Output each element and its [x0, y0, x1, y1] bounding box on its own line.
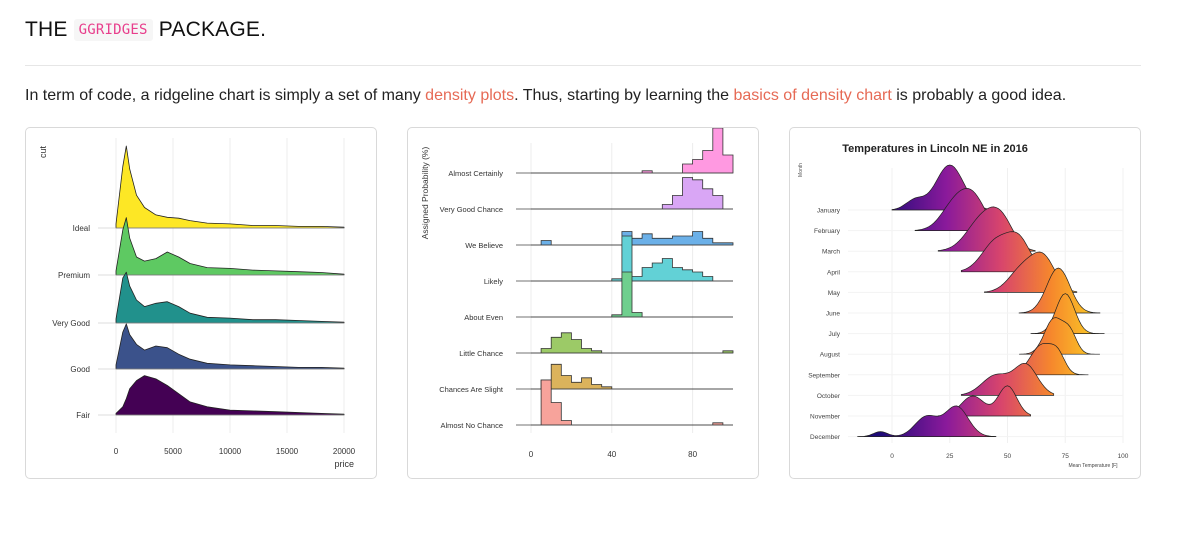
chart-card-diamonds[interactable]: Ideal Premium Very Good Good Fair 0 5000 10000 1… [25, 127, 377, 479]
y-tick-label-january: January [817, 208, 841, 215]
ridge-october [960, 362, 1055, 396]
y-tick-label-march: March [822, 249, 840, 256]
ridge-good [115, 323, 345, 370]
y-tick-label-almost-no-chance: Almost No Chance [440, 421, 503, 430]
ridge-very-good-chance [531, 177, 733, 210]
diamonds-ridgeline-chart: Ideal Premium Very Good Good Fair 0 5000 10000 1… [38, 138, 356, 469]
x-tick-label: 15000 [276, 447, 299, 456]
ridge-ideal [115, 145, 345, 229]
x-tick-label: 5000 [164, 447, 182, 456]
density-plots-link[interactable]: density plots [425, 87, 515, 104]
y-tick-label-we-believe: We Believe [465, 241, 503, 250]
y-tick-label-december: December [810, 434, 841, 441]
x-tick-label: 25 [946, 453, 954, 460]
y-tick-label-chances-are-slight: Chances Are Slight [439, 385, 504, 394]
y-tick-label-likely: Likely [484, 277, 503, 286]
ridge-june [1018, 267, 1101, 314]
ridge-almost-no-chance [531, 379, 733, 426]
ridge-fair [115, 375, 345, 416]
y-axis-title: Month [798, 163, 804, 177]
intro-paragraph: In term of code, a ridgeline chart is si… [25, 87, 1066, 105]
package-name-code: GGRIDGES [73, 19, 153, 41]
ridge-premium [115, 217, 345, 276]
x-axis-title: Mean Temperature [F] [1068, 463, 1118, 469]
y-tick-label-october: October [817, 393, 841, 400]
y-tick-label-fair: Fair [76, 411, 90, 420]
y-axis-title: Assigned Probability (%) [420, 147, 430, 240]
y-tick-label-about-even: About Even [464, 313, 503, 322]
x-tick-label: 100 [1118, 453, 1129, 460]
x-tick-label: 20000 [333, 447, 356, 456]
x-axis-title: price [334, 459, 354, 469]
intro-text-2: . Thus, starting by learning the [514, 87, 734, 104]
ridge-july [1030, 293, 1105, 334]
intro-text-1: In term of code, a ridgeline chart is si… [25, 87, 426, 104]
ridge-almost-certainly [531, 128, 734, 174]
ridge-chances-are-slight [531, 363, 733, 390]
y-axis-title: cut [38, 146, 48, 159]
y-tick-label-april: April [827, 269, 841, 276]
ridge-december [857, 405, 997, 437]
heading-prefix: THE [25, 18, 68, 41]
heading-divider [25, 65, 1141, 66]
basics-density-chart-link[interactable]: basics of density chart [733, 87, 892, 104]
x-tick-label: 0 [114, 447, 119, 456]
chart-card-probability[interactable]: Almost Certainly Very Good Chance We Belie… [407, 127, 759, 479]
y-tick-label-june: June [826, 311, 840, 318]
y-tick-label-july: July [828, 331, 840, 338]
ridge-little-chance [531, 332, 734, 354]
x-tick-label: 80 [688, 450, 697, 459]
probability-ridgeline-chart: Almost Certainly Very Good Chance We Belie… [420, 128, 734, 459]
y-tick-label-very-good: Very Good [52, 319, 90, 328]
y-tick-label-november: November [810, 414, 841, 421]
y-tick-label-august: August [820, 352, 840, 359]
ridge-very-good [115, 271, 345, 324]
ridge-august [1019, 317, 1100, 355]
y-tick-label-very-good-chance: Very Good Chance [440, 205, 503, 214]
page-heading: THE GGRIDGES PACKAGE. [25, 18, 266, 42]
intro-text-3: is probably a good idea. [891, 87, 1067, 104]
y-tick-label-good: Good [70, 365, 90, 374]
heading-suffix: PACKAGE. [158, 18, 267, 41]
y-tick-label-february: February [814, 228, 841, 235]
y-tick-label-premium: Premium [58, 271, 90, 280]
x-tick-label: 10000 [219, 447, 242, 456]
x-tick-label: 50 [1004, 453, 1012, 460]
x-tick-label: 40 [607, 450, 616, 459]
y-tick-label-september: September [808, 372, 841, 379]
ridge-likely [531, 235, 733, 282]
y-tick-label-almost-certainly: Almost Certainly [448, 169, 503, 178]
chart-title: Temperatures in Lincoln NE in 2016 [842, 143, 1028, 155]
x-tick-label: 0 [890, 453, 894, 460]
x-tick-label: 0 [529, 450, 534, 459]
x-tick-label: 75 [1062, 453, 1070, 460]
chart-card-temperatures[interactable]: Temperatures in Lincoln NE in 2016 Month J… [789, 127, 1141, 479]
y-tick-label-ideal: Ideal [73, 224, 91, 233]
y-tick-label-little-chance: Little Chance [459, 349, 503, 358]
y-tick-label-may: May [828, 290, 841, 297]
temperature-ridgeline-chart: Temperatures in Lincoln NE in 2016 Month J… [798, 143, 1129, 469]
